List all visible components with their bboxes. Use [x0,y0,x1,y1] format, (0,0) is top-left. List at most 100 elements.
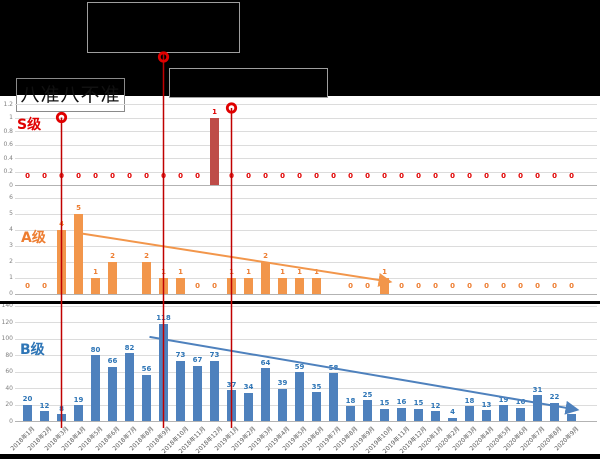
zero-value-label: 0 [93,172,98,180]
bar-value-label: 39 [277,379,288,388]
zero-value-label: 0 [178,172,183,180]
bar-value-label: 2 [263,252,268,260]
bar-value-label: 1 [280,268,285,276]
gridline [15,144,597,146]
zero-value-label: 0 [433,282,438,290]
bar [533,395,542,421]
bar [244,277,253,294]
marker-circle-3 [225,102,238,114]
x-axis-line [15,293,597,295]
gridline [15,277,597,279]
gridline [15,404,597,406]
bar-value-label: 1 [229,268,234,276]
bar-value-label: 1 [314,268,319,276]
zero-value-label: 0 [467,282,472,290]
bar [57,229,66,294]
zero-value-label: 0 [161,172,166,180]
zero-value-label: 0 [331,172,336,180]
gridline [15,305,597,307]
gridline [15,213,597,215]
zero-value-label: 0 [535,282,540,290]
gridline [15,338,597,340]
bar [397,407,406,421]
zero-value-label: 0 [399,282,404,290]
redacted-callout-box-middle [169,68,328,98]
bar [210,117,219,185]
y-tick-label: 1 [9,274,13,281]
y-tick-label: 1 [9,114,13,121]
y-tick-label: 0.2 [3,168,13,175]
bar [125,353,134,421]
gridline [15,388,597,389]
y-tick-label: 1.2 [3,100,13,108]
bar-value-label: 1 [93,268,98,276]
gridline [15,171,597,173]
bar [448,417,457,421]
zero-value-label: 0 [195,172,200,180]
bar-value-label: 118 [156,314,171,323]
bar-value-label: 13 [481,400,492,409]
bar [142,261,151,294]
bar [74,405,83,421]
bar-value-label: 4 [59,220,64,228]
zero-value-label: 0 [552,172,557,180]
bar [91,277,100,294]
bar [329,373,338,421]
bar [312,392,321,421]
bar-value-label: 12 [39,401,50,410]
y-tick-label: 5 [9,210,13,217]
bar-value-label: 73 [209,351,220,360]
zero-value-label: 0 [484,172,489,180]
gridline [15,261,597,263]
gridline [15,229,597,231]
zero-value-label: 0 [518,172,523,180]
y-tick-label: 0.6 [3,141,13,148]
zero-value-label: 0 [144,172,149,180]
zero-value-label: 0 [416,282,421,290]
zero-value-label: 0 [382,172,387,180]
bar-value-label: 15 [413,399,424,408]
zero-value-label: 0 [42,172,47,180]
bar [244,392,253,421]
bar-value-label: 73 [175,351,186,360]
zero-value-label: 0 [501,172,506,180]
bar [414,408,423,421]
bar [567,414,576,421]
bar-value-label: 18 [464,396,475,405]
bar-value-label: 37 [226,380,237,389]
chart-level-label-S: S级 [17,117,42,133]
bar-value-label: 20 [22,395,33,403]
bar [227,277,236,294]
bar-value-label: 1 [212,108,217,116]
zero-value-label: 0 [467,172,472,180]
zero-value-label: 0 [399,172,404,180]
zero-value-label: 0 [229,172,234,180]
bar [465,406,474,421]
zero-value-label: 0 [450,282,455,290]
zero-value-label: 0 [25,282,30,290]
bar-value-label: 1 [178,268,183,276]
bar-value-label: 2 [110,252,115,260]
bar-value-label: 31 [532,385,543,394]
bar [516,407,525,421]
bar [261,261,270,294]
y-tick-label: 60 [5,368,13,375]
bar [91,355,100,421]
y-tick-label: 20 [5,401,13,408]
bar [210,360,219,421]
gridline [15,131,597,132]
bar-value-label: 5 [76,204,81,212]
bar-value-label: 12 [430,401,441,410]
x-axis-line [15,185,597,186]
y-tick-label: 2 [9,258,13,265]
y-tick-label: 80 [5,351,13,359]
bar [159,323,168,421]
bar-value-label: 34 [243,383,254,392]
gridline [15,158,597,159]
bar [482,410,491,421]
zero-value-label: 0 [518,282,523,290]
bar-value-label: 4 [450,408,455,417]
bar-value-label: 1 [161,268,166,276]
bar [295,277,304,294]
bar-value-label: 1 [297,268,302,276]
